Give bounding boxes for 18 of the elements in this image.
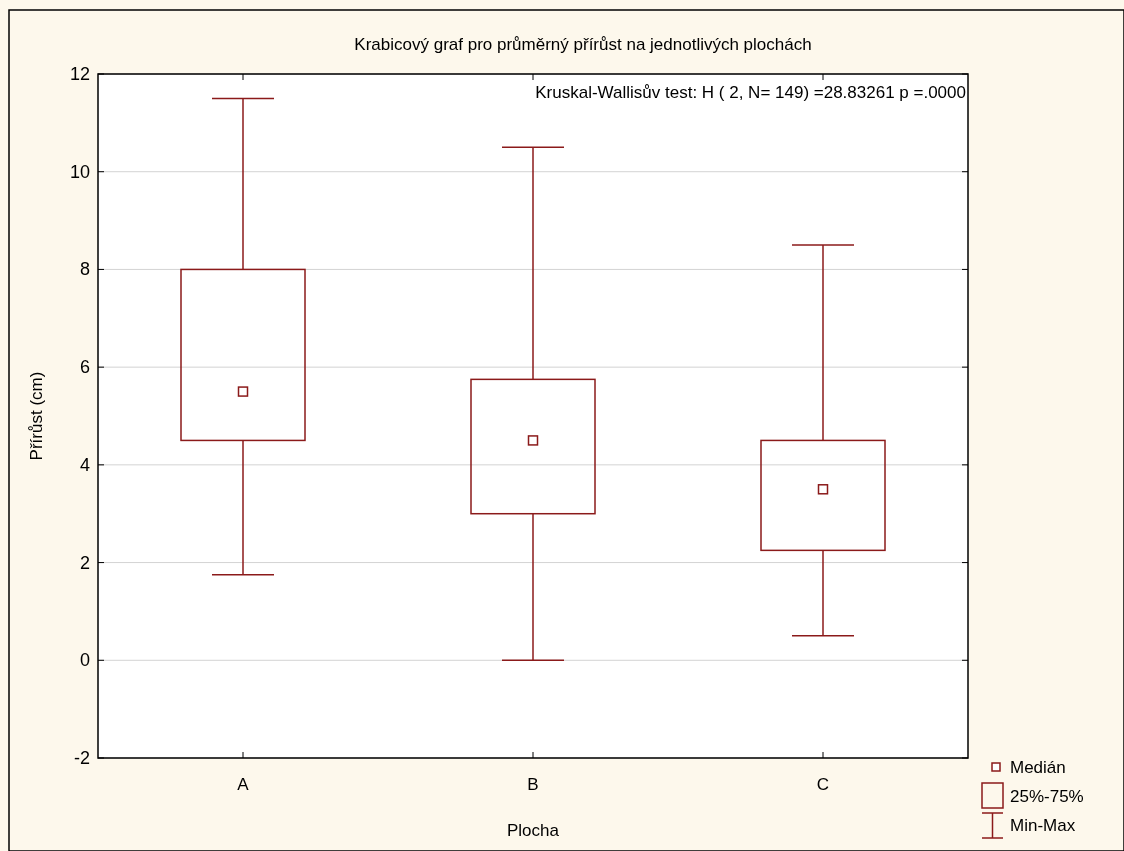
x-axis-title: Plocha (507, 821, 560, 840)
annotation: Kruskal-Wallisův test: H ( 2, N= 149) =28.83261 p =.0000 (535, 83, 966, 102)
y-tick-label: 0 (79, 650, 90, 671)
x-tick-label: C (816, 775, 830, 794)
y-tick-label: 8 (79, 259, 90, 280)
text: Medián (1010, 758, 1066, 777)
chart-title: Krabicový graf pro průměrný přírůst na jednotlivých plochách (354, 35, 812, 54)
x-tick-label: A (237, 775, 250, 794)
text: 25%-75% (1010, 787, 1084, 806)
text: Min-Max (1010, 816, 1076, 835)
y-tick-label: 4 (79, 454, 90, 475)
y-tick-label: 2 (79, 552, 90, 573)
y-tick-label: 12 (69, 64, 90, 84)
y-tick-label: -2 (73, 748, 90, 768)
y-tick-label: 6 (79, 357, 90, 378)
y-axis-title: Přírůst (cm) (27, 371, 46, 461)
x-tick-label: B (527, 775, 539, 794)
y-tick-label: 10 (69, 161, 90, 182)
